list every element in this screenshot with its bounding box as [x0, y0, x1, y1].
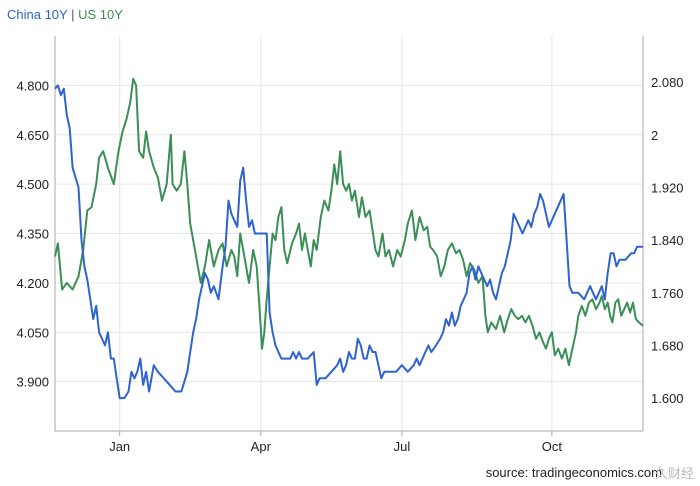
x-tick-label: Oct: [542, 439, 563, 454]
right-tick-label: 1.680: [651, 338, 684, 353]
left-tick-label: 4.800: [16, 78, 49, 93]
left-axis: 3.900 4.050 4.200 4.350 4.500 4.650 4.800: [16, 78, 49, 389]
legend: China 10Y | US 10Y: [7, 7, 123, 22]
left-tick-label: 4.350: [16, 227, 49, 242]
right-tick-label: 2.080: [651, 75, 684, 90]
grid: [54, 36, 644, 432]
legend-china[interactable]: China 10Y: [7, 7, 68, 22]
left-tick-label: 4.650: [16, 128, 49, 143]
left-tick-label: 4.050: [16, 325, 49, 340]
right-axis: 1.600 1.680 1.760 1.840 1.920 2 2.080: [651, 75, 684, 406]
x-axis: Jan Apr Jul Oct: [109, 431, 562, 454]
x-tick-label: Jan: [109, 439, 130, 454]
left-tick-label: 4.200: [16, 276, 49, 291]
right-tick-label: 1.920: [651, 180, 684, 195]
right-tick-label: 1.600: [651, 391, 684, 406]
left-tick-label: 4.500: [16, 177, 49, 192]
left-tick-label: 3.900: [16, 375, 49, 390]
x-tick-label: Jul: [394, 439, 411, 454]
series-line-china-10y[interactable]: [54, 84, 643, 400]
series-line-us-10y[interactable]: [54, 77, 644, 367]
right-tick-label: 1.760: [651, 286, 684, 301]
right-tick-label: 2: [651, 128, 658, 143]
watermark: 久财经: [654, 466, 694, 481]
legend-separator: |: [71, 7, 75, 22]
x-tick-label: Apr: [251, 439, 272, 454]
legend-us[interactable]: US 10Y: [78, 7, 123, 22]
right-tick-label: 1.840: [651, 233, 684, 248]
series-layer: [54, 77, 644, 400]
source-credit: source: tradingeconomics.com: [485, 465, 662, 480]
